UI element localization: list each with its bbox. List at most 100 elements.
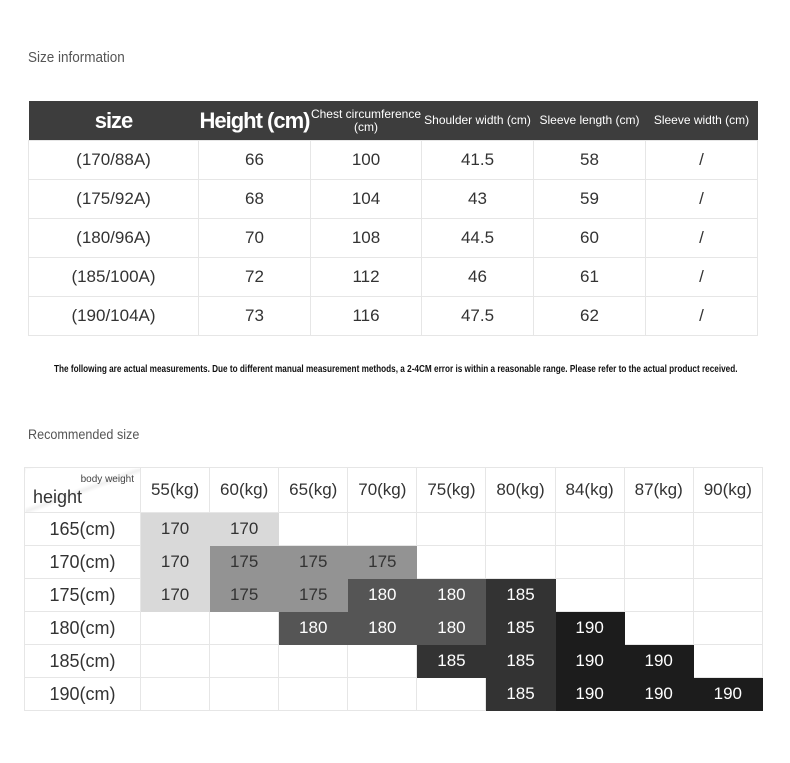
size-cell: 180: [416, 611, 487, 645]
table-cell: 59: [533, 179, 646, 219]
size-cell: [623, 545, 694, 579]
size-cell: 180: [278, 611, 349, 645]
table-cell: 112: [310, 257, 422, 297]
table-row: (190/104A) 73 116 47.5 62/: [28, 296, 758, 336]
size-cell: [416, 677, 487, 711]
size-info-title: Size information: [28, 49, 125, 66]
table-row: (170/88A) 66 100 41.5 58/: [28, 140, 758, 180]
size-cell: 185: [485, 644, 556, 678]
height-header: 165(cm): [24, 512, 141, 546]
table-row: (180/96A) 70 108 44.5 60/: [28, 218, 758, 258]
table-cell: 66: [198, 140, 311, 180]
size-cell: 170: [209, 512, 280, 546]
size-cell: [347, 512, 418, 546]
size-cell: 185: [416, 644, 487, 678]
table-row: (185/100A) 72 112 46 61/: [28, 257, 758, 297]
table-cell: 58: [533, 140, 646, 180]
table-row: 180(cm) 180 180 180 185 190: [24, 611, 763, 645]
table-cell: (170/88A): [28, 140, 199, 180]
size-cell: 180: [416, 578, 487, 612]
measurement-note: The following are actual measurements. D…: [54, 364, 738, 375]
size-info-table: size Height (cm) Chest circumference (cm) S…: [28, 101, 758, 336]
size-cell: 170: [139, 578, 211, 612]
size-cell: [139, 677, 211, 711]
column-header: Height (cm): [198, 101, 311, 141]
size-cell: 190: [554, 644, 625, 678]
height-header: 175(cm): [24, 578, 141, 612]
size-cell: [209, 677, 280, 711]
table-cell: (185/100A): [28, 257, 199, 297]
weight-header: 84(kg): [554, 467, 625, 513]
size-cell: [554, 512, 625, 546]
column-header: size: [28, 101, 199, 141]
size-cell: [347, 677, 418, 711]
table-cell: /: [645, 257, 758, 297]
size-cell: 175: [278, 545, 349, 579]
table-cell: /: [645, 140, 758, 180]
table-cell: 72: [198, 257, 311, 297]
size-cell: [485, 545, 556, 579]
table-cell: /: [645, 218, 758, 258]
size-cell: [623, 611, 694, 645]
size-cell: [692, 644, 763, 678]
table-cell: 70: [198, 218, 311, 258]
weight-header: 75(kg): [416, 467, 487, 513]
weight-header: 65(kg): [278, 467, 349, 513]
size-cell: 190: [623, 677, 694, 711]
height-header: 180(cm): [24, 611, 141, 645]
weight-header: 55(kg): [139, 467, 211, 513]
table-cell: 44.5: [421, 218, 534, 258]
table-cell: 61: [533, 257, 646, 297]
size-cell: [623, 578, 694, 612]
size-cell: 185: [485, 611, 556, 645]
size-cell: 175: [347, 545, 418, 579]
table-cell: 46: [421, 257, 534, 297]
column-header: Sleeve width (cm): [645, 101, 758, 141]
size-cell: [347, 644, 418, 678]
size-cell: 180: [347, 578, 418, 612]
size-cell: [209, 644, 280, 678]
size-cell: 185: [485, 677, 556, 711]
table-row: 185(cm) 185 185 190 190: [24, 644, 763, 678]
size-cell: 190: [554, 677, 625, 711]
size-cell: [278, 512, 349, 546]
body-weight-label: body weight: [80, 474, 134, 485]
table-row: 170(cm) 170 175 175 175: [24, 545, 763, 579]
size-cell: [209, 611, 280, 645]
size-cell: 190: [554, 611, 625, 645]
size-cell: 175: [209, 578, 280, 612]
size-cell: [692, 545, 763, 579]
table-cell: 47.5: [421, 296, 534, 336]
table-cell: 60: [533, 218, 646, 258]
height-header: 185(cm): [24, 644, 141, 678]
table-cell: 41.5: [421, 140, 534, 180]
height-header: 170(cm): [24, 545, 141, 579]
table-row: (175/92A) 68 104 43 59/: [28, 179, 758, 219]
weight-header: 87(kg): [623, 467, 694, 513]
size-cell: [554, 578, 625, 612]
size-cell: [278, 677, 349, 711]
size-cell: [692, 512, 763, 546]
table-cell: /: [645, 296, 758, 336]
size-cell: 190: [692, 677, 763, 711]
size-cell: [416, 545, 487, 579]
table-cell: (175/92A): [28, 179, 199, 219]
table-row: 190(cm) 185 190 190 190: [24, 677, 763, 711]
size-cell: 180: [347, 611, 418, 645]
column-header: Shoulder width (cm): [421, 101, 534, 141]
table-row: 165(cm) 170 170: [24, 512, 763, 546]
size-cell: [139, 644, 211, 678]
column-header: Chest circumference (cm): [310, 101, 422, 141]
size-cell: 190: [623, 644, 694, 678]
height-label: height: [33, 487, 83, 507]
table-cell: 62: [533, 296, 646, 336]
table-cell: 116: [310, 296, 422, 336]
table-row: 175(cm) 170 175 175 180 180 185: [24, 578, 763, 612]
weight-header: 90(kg): [692, 467, 763, 513]
table-cell: 43: [421, 179, 534, 219]
size-cell: 175: [278, 578, 349, 612]
recommended-size-table: body weight height 55(kg) 60(kg) 65(kg) 70(kg…: [24, 467, 763, 711]
size-cell: [139, 611, 211, 645]
size-cell: 175: [209, 545, 280, 579]
column-header: Sleeve length (cm): [533, 101, 646, 141]
